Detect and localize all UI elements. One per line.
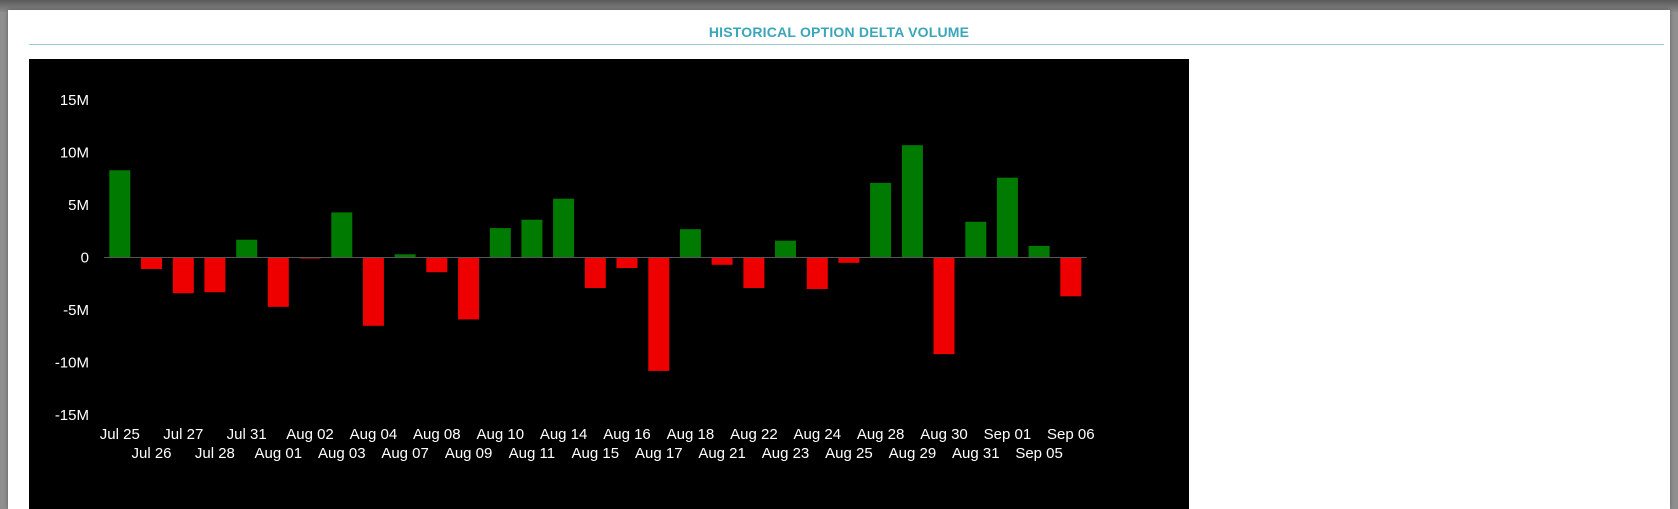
bar-aug-25 (838, 257, 860, 263)
x-tick-label: Aug 18 (667, 426, 715, 443)
bar-jul-26 (141, 257, 162, 269)
x-tick-label: Aug 24 (794, 426, 842, 443)
x-tick-label: Jul 31 (227, 426, 267, 443)
x-tick-label: Aug 11 (509, 445, 555, 462)
bar-aug-11 (521, 219, 543, 258)
x-tick-label: Aug 01 (255, 445, 303, 462)
x-tick-label: Aug 28 (857, 426, 905, 443)
x-tick-label: Aug 09 (445, 445, 493, 462)
x-tick-label: Jul 26 (131, 445, 171, 462)
x-tick-label: Aug 08 (413, 426, 461, 443)
bar-jul-25 (109, 170, 131, 258)
bar-jul-28 (204, 257, 226, 293)
bar-aug-21 (711, 257, 733, 265)
x-tick-label: Jul 27 (163, 426, 203, 443)
y-tick-label: 0 (81, 250, 89, 267)
bar-aug-15 (584, 257, 606, 288)
title-divider (29, 44, 1664, 45)
x-tick-label: Sep 01 (984, 426, 1032, 443)
bar-aug-03 (331, 212, 353, 258)
bar-aug-28 (870, 182, 892, 258)
bar-aug-22 (743, 257, 765, 288)
y-tick-label: -10M (55, 355, 89, 372)
panel-title: HISTORICAL OPTION DELTA VOLUME (708, 24, 970, 40)
bars (109, 145, 1082, 371)
x-tick-label: Aug 16 (603, 426, 651, 443)
x-tick-label: Aug 14 (540, 426, 588, 443)
y-tick-label: -15M (55, 407, 89, 424)
bar-aug-16 (616, 257, 638, 268)
bar-aug-14 (553, 198, 575, 258)
chart-area: 15M 10M 5M 0 -5M -10M -15M Jul 25 Jul 26 Jul 27 J… (29, 59, 1189, 509)
x-axis: Jul 25 Jul 26 Jul 27 Jul 28 Jul 31 Aug 01 Aug … (100, 426, 1095, 462)
bar-jul-27 (172, 257, 194, 294)
y-tick-label: 10M (60, 145, 89, 162)
x-tick-label: Jul 28 (195, 445, 235, 462)
bar-sep-06 (1060, 257, 1082, 297)
bar-jul-31 (236, 239, 258, 258)
bar-aug-24 (806, 257, 828, 289)
bar-aug-07 (394, 254, 416, 258)
bar-aug-17 (648, 257, 670, 371)
y-tick-label: 5M (68, 197, 89, 214)
x-tick-label: Aug 04 (350, 426, 398, 443)
bar-sep-01 (996, 177, 1018, 258)
x-tick-label: Jul 25 (100, 426, 140, 443)
bar-aug-18 (679, 229, 701, 258)
bar-aug-23 (775, 240, 796, 258)
x-tick-label: Aug 31 (952, 445, 1000, 462)
bar-aug-30 (933, 257, 955, 355)
x-tick-label: Aug 21 (698, 445, 746, 462)
x-tick-label: Aug 22 (730, 426, 778, 443)
bar-aug-10 (489, 228, 511, 258)
bar-aug-08 (426, 257, 448, 273)
bar-aug-01 (267, 257, 289, 307)
x-tick-label: Aug 29 (889, 445, 937, 462)
x-tick-label: Aug 17 (635, 445, 683, 462)
x-tick-label: Aug 30 (920, 426, 968, 443)
x-tick-label: Aug 15 (572, 445, 620, 462)
y-tick-label: -5M (63, 302, 89, 319)
bar-aug-04 (362, 257, 384, 326)
x-tick-label: Aug 25 (825, 445, 873, 462)
y-axis: 15M 10M 5M 0 -5M -10M -15M (55, 92, 89, 424)
x-tick-label: Aug 02 (286, 426, 334, 443)
x-tick-label: Sep 05 (1015, 445, 1063, 462)
bar-aug-09 (458, 257, 480, 320)
top-bar (0, 0, 1678, 12)
y-tick-label: 15M (60, 92, 89, 109)
x-tick-label: Aug 10 (477, 426, 525, 443)
bar-aug-31 (965, 221, 987, 258)
bar-sep-05 (1028, 245, 1050, 258)
x-tick-label: Aug 23 (762, 445, 810, 462)
chart-panel: HISTORICAL OPTION DELTA VOLUME 15M 10M 5M 0… (8, 10, 1670, 509)
x-tick-label: Aug 07 (381, 445, 429, 462)
x-tick-label: Sep 06 (1047, 426, 1095, 443)
x-tick-label: Aug 03 (318, 445, 366, 462)
bar-aug-29 (901, 145, 923, 258)
